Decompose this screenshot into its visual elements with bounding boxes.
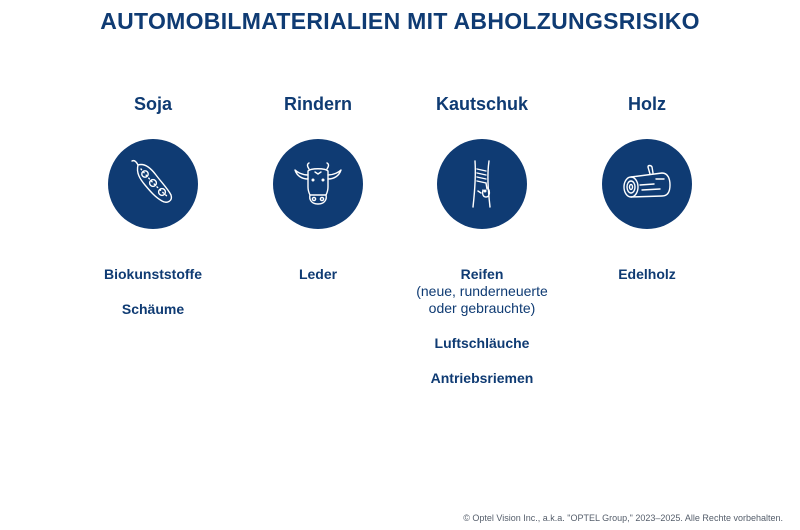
material-item: Schäume	[121, 301, 185, 317]
copyright-notice: © Optel Vision Inc., a.k.a. "OPTEL Group…	[463, 513, 783, 523]
material-item: Luftschläuche	[434, 335, 530, 351]
category-column-rindern: Rindern Leder	[233, 92, 403, 301]
category-heading: Kautschuk	[435, 94, 529, 114]
category-column-holz: Holz Edelholz	[562, 92, 732, 301]
material-item: Reifen (neue, runderneuerte oder gebrauc…	[407, 266, 557, 317]
log-icon	[602, 139, 692, 229]
material-item: Leder	[298, 266, 338, 282]
rubber-tree-icon	[437, 139, 527, 229]
category-heading: Soja	[133, 94, 172, 114]
page-title: AUTOMOBILMATERIALIEN MIT ABHOLZUNGSRISIK…	[100, 8, 700, 34]
cow-icon	[273, 139, 363, 229]
category-heading: Rindern	[283, 94, 352, 114]
material-item: Antriebsriemen	[430, 370, 534, 386]
soybean-icon	[108, 139, 198, 229]
category-heading: Holz	[628, 94, 666, 114]
material-item: Edelholz	[618, 266, 676, 282]
material-sublabel: (neue, runderneuerte oder gebrauchte)	[416, 283, 548, 316]
material-item: Biokunststoffe	[104, 266, 202, 282]
category-column-kautschuk: Kautschuk Reifen (neue, runderneuerte od…	[397, 92, 567, 405]
material-label: Reifen	[460, 266, 504, 282]
category-column-soja: Soja Biokunststoffe Schäume	[68, 92, 238, 336]
